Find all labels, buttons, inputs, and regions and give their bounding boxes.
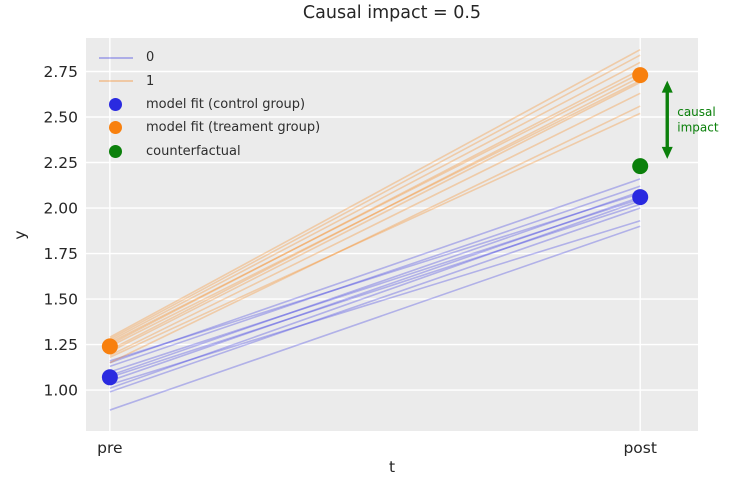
series-line-group-1 xyxy=(109,61,641,342)
legend-item-model-fit-treatment: model fit (treament group) xyxy=(97,116,320,139)
arrowhead-up-icon xyxy=(661,80,673,93)
series-line-group-0 xyxy=(109,190,641,377)
legend-dot-swatch-counterfactual xyxy=(109,144,122,158)
scatter-point xyxy=(101,338,118,355)
x-tick-label: post xyxy=(623,439,656,457)
legend-swatch-holder xyxy=(97,56,134,59)
legend-label: 0 xyxy=(146,50,155,66)
x-tick-label: pre xyxy=(97,439,122,457)
legend-item-group-1: 1 xyxy=(97,69,320,92)
scatter-point xyxy=(101,369,118,386)
legend: 0 1 model fit (control group) model fit … xyxy=(97,46,320,163)
series-line-group-1 xyxy=(109,92,641,357)
arrowhead-down-icon xyxy=(661,146,673,159)
series-line-group-0 xyxy=(109,225,641,411)
series-line-group-1 xyxy=(109,54,641,340)
legend-swatch-holder xyxy=(97,97,134,111)
legend-item-group-0: 0 xyxy=(97,46,320,69)
y-tick-label: 1.00 xyxy=(43,382,78,400)
legend-dot-swatch-treatment xyxy=(109,121,122,135)
legend-line-swatch-group-1 xyxy=(98,80,133,83)
scatter-point xyxy=(632,158,649,175)
series-line-group-1 xyxy=(109,105,641,364)
legend-item-counterfactual: counterfactual xyxy=(97,140,320,163)
series-line-group-1 xyxy=(109,68,641,346)
legend-label: counterfactual xyxy=(146,143,241,159)
scatter-point xyxy=(632,67,649,84)
series-line-group-0 xyxy=(109,192,641,362)
legend-swatch-holder xyxy=(97,121,134,135)
y-tick-label: 1.25 xyxy=(43,336,78,354)
legend-label: model fit (treament group) xyxy=(146,120,321,136)
legend-swatch-holder xyxy=(97,80,134,83)
y-tick-label: 2.25 xyxy=(43,154,78,172)
legend-dot-swatch-control xyxy=(109,97,122,111)
series-line-group-0 xyxy=(109,203,641,379)
causal-impact-annotation: impact xyxy=(677,121,719,135)
series-line-group-1 xyxy=(109,81,641,353)
y-tick-label: 2.50 xyxy=(43,109,78,127)
series-line-group-0 xyxy=(109,185,641,368)
legend-label: model fit (control group) xyxy=(146,96,306,112)
plot-area xyxy=(86,38,698,431)
y-axis-label: y xyxy=(11,230,29,240)
y-tick-label: 1.75 xyxy=(43,245,78,263)
series-line-group-1 xyxy=(109,79,641,348)
series-line-group-0 xyxy=(109,178,641,364)
legend-swatch-holder xyxy=(97,144,134,158)
y-tick-label: 2.75 xyxy=(43,63,78,81)
legend-item-model-fit-control: model fit (control group) xyxy=(97,93,320,116)
y-tick-label: 2.00 xyxy=(43,200,78,218)
series-line-group-1 xyxy=(109,112,641,359)
legend-line-swatch-group-0 xyxy=(98,56,133,59)
series-line-group-0 xyxy=(109,198,641,373)
x-axis-label: t xyxy=(388,458,396,476)
series-line-group-1 xyxy=(109,48,641,338)
series-line-group-1 xyxy=(109,76,641,351)
series-line-group-0 xyxy=(109,196,641,382)
legend-label: 1 xyxy=(146,73,155,89)
series-line-group-0 xyxy=(109,219,641,386)
series-line-group-0 xyxy=(109,199,641,389)
series-line-group-0 xyxy=(109,207,641,393)
y-tick-label: 1.50 xyxy=(43,291,78,309)
causal-impact-annotation: causal xyxy=(677,105,716,119)
chart-title: Causal impact = 0.5 xyxy=(302,3,482,23)
scatter-point xyxy=(632,189,649,206)
series-line-group-1 xyxy=(109,72,641,344)
